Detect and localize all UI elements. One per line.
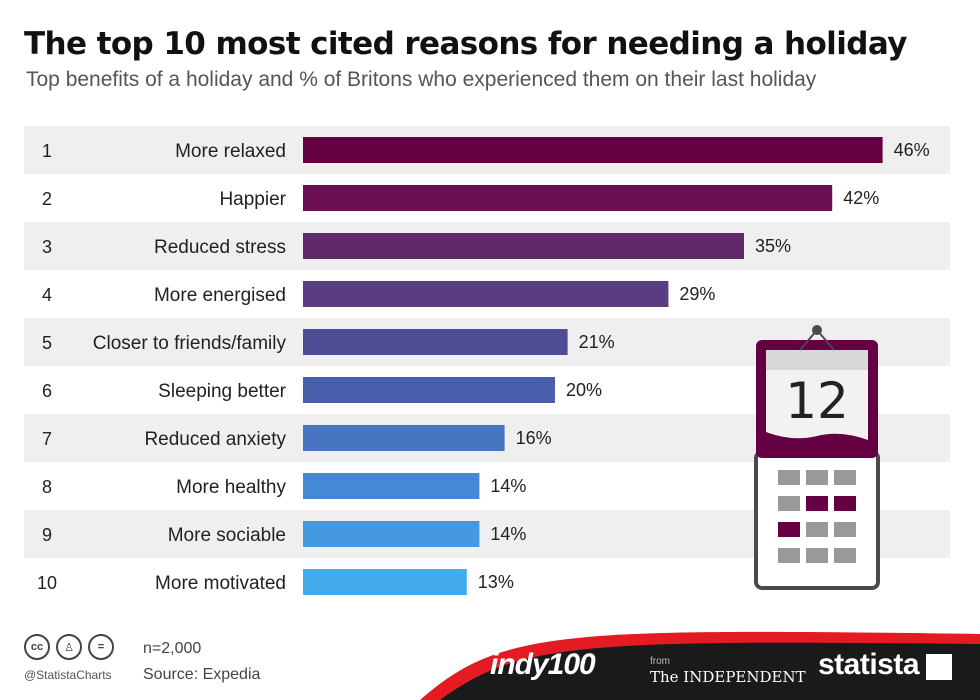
no-derivatives-icon: = [88, 634, 114, 660]
license-icons: cc ♙ = [24, 634, 114, 660]
rank-label: 2 [42, 189, 52, 209]
rank-label: 3 [42, 237, 52, 257]
value-label: 14% [490, 524, 526, 544]
category-label: Happier [219, 189, 286, 210]
from-label: from [650, 656, 670, 667]
bar [303, 569, 467, 595]
category-label: More relaxed [175, 141, 286, 162]
value-label: 35% [755, 236, 791, 256]
value-label: 13% [478, 572, 514, 592]
bar [303, 377, 555, 403]
bar [303, 521, 480, 547]
value-label: 46% [894, 140, 930, 160]
footer-band [420, 631, 980, 700]
rank-label: 10 [37, 573, 57, 593]
sample-size: n=2,000 [143, 640, 202, 657]
category-label: Reduced stress [154, 237, 286, 258]
attribution-icon: ♙ [56, 634, 82, 660]
bar-chart: 1 More relaxed 46% 2 Happier 42% 3 Reduced stre… [24, 126, 950, 595]
independent-logo: The INDEPENDENT [650, 668, 806, 686]
category-label: Closer to friends/family [93, 333, 287, 354]
statista-handle: @StatistaCharts [24, 668, 112, 682]
rank-label: 1 [42, 141, 52, 161]
bar [303, 473, 480, 499]
value-label: 14% [490, 476, 526, 496]
source-note: Source: Expedia [143, 666, 261, 683]
bar [303, 185, 833, 211]
creative-commons-icon: cc [24, 634, 50, 660]
statista-logo-icon [926, 654, 952, 680]
bar [303, 233, 744, 259]
calendar-icon: 12 [754, 325, 880, 590]
rank-label: 4 [42, 285, 52, 305]
bar [303, 329, 568, 355]
category-label: More healthy [176, 477, 286, 498]
rank-label: 8 [42, 477, 52, 497]
bar [303, 137, 883, 163]
calendar-number: 12 [785, 372, 849, 430]
rank-label: 9 [42, 525, 52, 545]
bar [303, 425, 505, 451]
category-label: More energised [154, 285, 286, 306]
value-label: 16% [516, 428, 552, 448]
rank-label: 6 [42, 381, 52, 401]
bar [303, 281, 669, 307]
category-label: Sleeping better [158, 381, 286, 402]
indy100-logo: indy100 [490, 648, 596, 681]
value-label: 21% [579, 332, 615, 352]
rank-label: 7 [42, 429, 52, 449]
category-label: More motivated [155, 573, 286, 594]
category-label: More sociable [168, 525, 286, 546]
category-label: Reduced anxiety [144, 429, 286, 450]
rank-label: 5 [42, 333, 52, 353]
chart-title: The top 10 most cited reasons for needin… [24, 26, 907, 62]
statista-logo: statista [818, 648, 920, 681]
value-label: 29% [679, 284, 715, 304]
chart-subtitle: Top benefits of a holiday and % of Brito… [26, 68, 817, 91]
value-label: 20% [566, 380, 602, 400]
value-label: 42% [843, 188, 879, 208]
